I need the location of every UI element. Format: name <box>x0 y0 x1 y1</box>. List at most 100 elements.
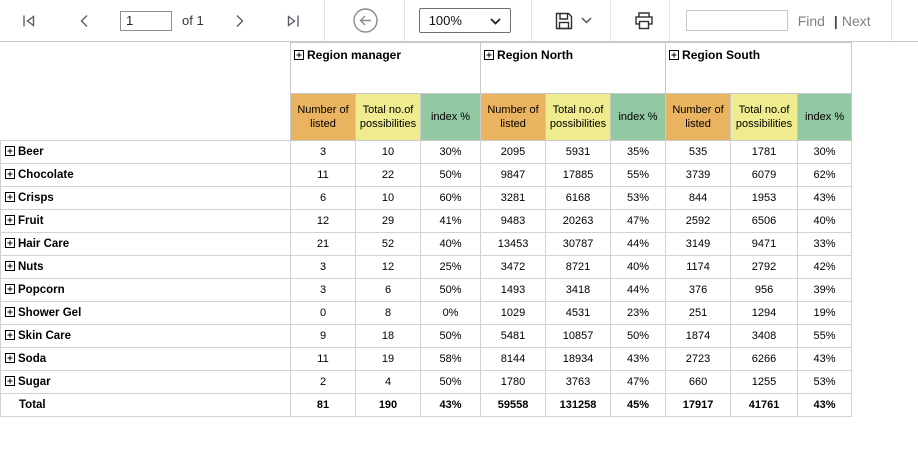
data-cell: 2723 <box>665 347 732 371</box>
data-cell: 9471 <box>730 232 799 256</box>
back-to-parent-button[interactable] <box>352 7 379 34</box>
data-cell: 3 <box>290 278 356 302</box>
data-cell: 5481 <box>480 324 547 348</box>
expand-icon[interactable] <box>484 50 495 60</box>
next-page-button[interactable] <box>230 12 248 30</box>
column-group-label: Region North <box>497 48 574 62</box>
data-cell: 43% <box>797 347 853 371</box>
report-toolbar: of 1 100% <box>0 0 918 42</box>
expand-icon[interactable] <box>5 330 15 340</box>
previous-page-button[interactable] <box>76 12 94 30</box>
data-cell: 17917 <box>665 393 732 417</box>
expand-icon[interactable] <box>5 353 15 363</box>
data-cell: 60% <box>419 186 482 210</box>
toolbar-separator <box>609 0 611 41</box>
data-cell: 3281 <box>480 186 547 210</box>
data-cell: 13453 <box>480 232 547 256</box>
toolbar-separator <box>403 0 405 41</box>
zoom-select[interactable]: 100% <box>418 8 511 33</box>
data-cell: 3472 <box>480 255 547 279</box>
next-link[interactable]: Next <box>841 12 871 29</box>
data-cell: 1294 <box>730 301 799 325</box>
data-cell: 2095 <box>480 140 547 164</box>
expand-icon[interactable] <box>5 376 15 386</box>
column-header-total-possibilities: Total no.of possibilities <box>355 93 421 141</box>
data-cell: 23% <box>610 301 667 325</box>
table-row: Skin Care 9 18 50% 5481 10857 50% 1874 3408 55% <box>0 324 853 348</box>
data-cell: 40% <box>419 232 482 256</box>
row-label-cell: Total <box>0 393 291 417</box>
data-cell: 47% <box>610 209 667 233</box>
export-button[interactable] <box>554 11 592 31</box>
sub-header-row: Number of listed Total no.of possibiliti… <box>1 93 853 141</box>
expand-icon[interactable] <box>5 215 15 225</box>
search-input[interactable] <box>685 10 788 31</box>
data-cell: 3 <box>290 255 356 279</box>
table-total-row: Total 81 190 43% 59558 131258 45% 17917 41761 43… <box>0 393 853 417</box>
data-cell: 81 <box>290 393 356 417</box>
expand-icon[interactable] <box>669 50 680 60</box>
expand-icon[interactable] <box>5 307 15 317</box>
print-button[interactable] <box>633 10 655 32</box>
data-cell: 3418 <box>545 278 612 302</box>
data-cell: 18 <box>355 324 421 348</box>
expand-icon[interactable] <box>294 50 304 60</box>
data-cell: 44% <box>610 232 667 256</box>
expand-icon[interactable] <box>5 238 15 248</box>
previous-page-icon <box>76 12 94 30</box>
expand-icon[interactable] <box>5 169 15 179</box>
table-row: Nuts 3 12 25% 3472 8721 40% 1174 2792 42% <box>0 255 853 279</box>
find-link[interactable]: Find <box>797 12 825 29</box>
toolbar-separator <box>530 0 532 41</box>
data-cell: 33% <box>797 232 853 256</box>
data-cell: 42% <box>797 255 853 279</box>
data-cell: 10 <box>355 186 421 210</box>
expand-icon[interactable] <box>5 261 15 271</box>
expand-icon[interactable] <box>5 146 15 156</box>
data-cell: 30787 <box>545 232 612 256</box>
data-cell: 6079 <box>730 163 799 187</box>
zoom-value: 100% <box>428 13 462 28</box>
row-label-text: Crisps <box>18 192 54 204</box>
data-cell: 3763 <box>545 370 612 394</box>
expand-icon[interactable] <box>5 284 15 294</box>
data-cell: 3408 <box>730 324 799 348</box>
row-label-cell: Skin Care <box>0 324 291 348</box>
data-cell: 6 <box>355 278 421 302</box>
row-label-text: Beer <box>18 146 44 158</box>
chevron-down-icon <box>490 13 501 28</box>
table-row: Soda 11 19 58% 8144 18934 43% 2723 6266 43% <box>0 347 853 371</box>
last-page-button[interactable] <box>284 12 302 30</box>
data-cell: 18934 <box>545 347 612 371</box>
toolbar-separator <box>668 0 670 41</box>
data-cell: 376 <box>665 278 732 302</box>
row-label-cell: Shower Gel <box>0 301 291 325</box>
page-number-input[interactable] <box>120 10 172 31</box>
data-cell: 45% <box>610 393 667 417</box>
row-label-cell: Soda <box>0 347 291 371</box>
data-cell: 1029 <box>480 301 547 325</box>
data-cell: 40% <box>797 209 853 233</box>
data-cell: 58% <box>419 347 482 371</box>
column-group-header-row: Region manager Region North Region South <box>0 42 853 141</box>
expand-icon[interactable] <box>5 192 15 202</box>
data-cell: 0% <box>419 301 482 325</box>
data-cell: 2792 <box>730 255 799 279</box>
column-header-total-possibilities: Total no.of possibilities <box>545 93 612 141</box>
first-page-button[interactable] <box>20 12 38 30</box>
table-row: Hair Care 21 52 40% 13453 30787 44% 3149 9471 33… <box>0 232 853 256</box>
print-icon <box>633 10 655 32</box>
data-cell: 2 <box>290 370 356 394</box>
table-row: Chocolate 11 22 50% 9847 17885 55% 3739 6079 62% <box>0 163 853 187</box>
table-row: Sugar 2 4 50% 1780 3763 47% 660 1255 53% <box>0 370 853 394</box>
report-matrix: Region manager Region North Region South… <box>0 42 853 417</box>
data-cell: 6266 <box>730 347 799 371</box>
data-cell: 44% <box>610 278 667 302</box>
toolbar-separator <box>890 0 892 41</box>
column-group-region-manager: Region manager <box>289 42 482 94</box>
data-cell: 19% <box>797 301 853 325</box>
data-cell: 4531 <box>545 301 612 325</box>
data-cell: 6168 <box>545 186 612 210</box>
row-label-text: Total <box>19 399 46 411</box>
data-cell: 12 <box>290 209 356 233</box>
